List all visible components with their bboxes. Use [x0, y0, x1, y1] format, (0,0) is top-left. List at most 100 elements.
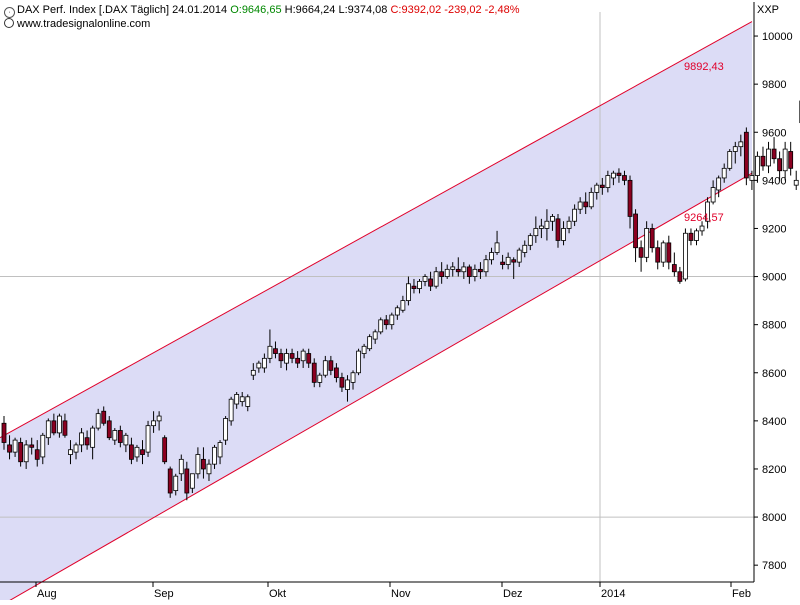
- candle-body: [689, 233, 693, 240]
- candle-body: [146, 426, 150, 452]
- candle-body: [478, 269, 482, 271]
- candle-body: [429, 279, 433, 286]
- candle-body: [368, 337, 372, 349]
- candle-body: [628, 180, 632, 216]
- channel-lower-label: 9264,57: [684, 212, 724, 224]
- candle-body: [185, 469, 189, 493]
- candle-body: [74, 445, 78, 452]
- chart-header: ·DAX Perf. Index [.DAX Täglich] 24.01.20…: [4, 4, 520, 18]
- candle-body: [401, 301, 405, 311]
- high-value: H:9664,24: [285, 4, 336, 16]
- candle-body: [495, 243, 499, 253]
- candle-body: [57, 416, 61, 433]
- candle-body: [190, 474, 194, 488]
- candle-body: [395, 308, 399, 315]
- candle-body: [578, 202, 582, 209]
- instrument-title: DAX Perf. Index [.DAX Täglich] 24.01.201…: [17, 4, 227, 16]
- candle-body: [423, 277, 427, 282]
- candle: [744, 127, 748, 185]
- candle-body: [301, 351, 305, 361]
- candle-body: [728, 151, 732, 168]
- candle-body: [46, 421, 50, 438]
- x-tick-label: Dez: [503, 588, 523, 600]
- candle-body: [501, 262, 505, 264]
- candle-body: [80, 433, 84, 445]
- candle-body: [722, 168, 726, 178]
- candle-body: [755, 156, 759, 175]
- candle-body: [213, 447, 217, 464]
- candle-body: [345, 380, 349, 390]
- candle-body: [750, 176, 754, 181]
- candle-body: [772, 149, 776, 159]
- candle-body: [24, 445, 28, 462]
- candle-body: [207, 464, 211, 474]
- y-tick-label: 8000: [762, 512, 786, 524]
- candle-body: [733, 147, 737, 152]
- candle-body: [118, 430, 122, 442]
- candle-body: [384, 320, 388, 325]
- candle-body: [445, 269, 449, 276]
- candle-body: [523, 245, 527, 252]
- y-tick-label: 10000: [762, 31, 793, 43]
- candle-body: [329, 361, 333, 371]
- candle-body: [340, 378, 344, 388]
- candle-body: [312, 363, 316, 382]
- candle-body: [13, 440, 17, 452]
- y-tick-label: 9800: [762, 79, 786, 91]
- candle-body: [107, 421, 111, 438]
- candle: [683, 228, 687, 281]
- open-value: O:9646,65: [230, 4, 281, 16]
- candle-body: [179, 459, 183, 473]
- candle-body: [794, 180, 798, 185]
- candle-body: [85, 438, 89, 445]
- x-tick-label: Okt: [269, 588, 286, 600]
- candle-body: [373, 332, 377, 339]
- candle-body: [617, 173, 621, 175]
- candle-body: [351, 373, 355, 383]
- candle-body: [451, 267, 455, 269]
- candle-body: [606, 176, 610, 188]
- candle-body: [268, 346, 272, 358]
- candle-body: [262, 358, 266, 368]
- candle-body: [634, 214, 638, 248]
- candle-body: [218, 443, 222, 457]
- candle-body: [8, 445, 12, 452]
- y-tick-label: 9600: [762, 127, 786, 139]
- candle-body: [19, 443, 23, 462]
- candle-body: [656, 248, 660, 262]
- candle-body: [124, 435, 128, 445]
- candle-body: [456, 269, 460, 271]
- candle: [163, 435, 167, 464]
- candle-body: [717, 178, 721, 190]
- candle-body: [600, 185, 604, 187]
- candle-body: [567, 221, 571, 228]
- candle-body: [490, 253, 494, 260]
- candle-body: [767, 149, 771, 166]
- candle-body: [412, 286, 416, 288]
- candle-body: [622, 176, 626, 181]
- candle-body: [30, 445, 34, 447]
- x-tick-label: Aug: [37, 588, 57, 600]
- candle: [146, 421, 150, 457]
- candle-body: [406, 284, 410, 301]
- candle-body: [163, 438, 167, 462]
- candle-body: [318, 375, 322, 382]
- candle-body: [678, 272, 682, 282]
- candle-body: [467, 267, 471, 277]
- candle-body: [357, 351, 361, 373]
- candle-body: [102, 411, 106, 423]
- candle-body: [63, 421, 67, 435]
- currency-label: XXP: [757, 4, 779, 17]
- candle-body: [473, 269, 477, 276]
- close-value: C:9392,02 -239,02 -2,48%: [390, 4, 519, 16]
- candle-body: [251, 370, 255, 375]
- candle-body: [334, 368, 338, 378]
- candle-body: [573, 209, 577, 221]
- candle-body: [462, 267, 466, 272]
- candle-body: [639, 248, 643, 258]
- candle-body: [279, 354, 283, 361]
- candle-body: [744, 132, 748, 178]
- candle-body: [556, 219, 560, 241]
- candle-body: [672, 265, 676, 272]
